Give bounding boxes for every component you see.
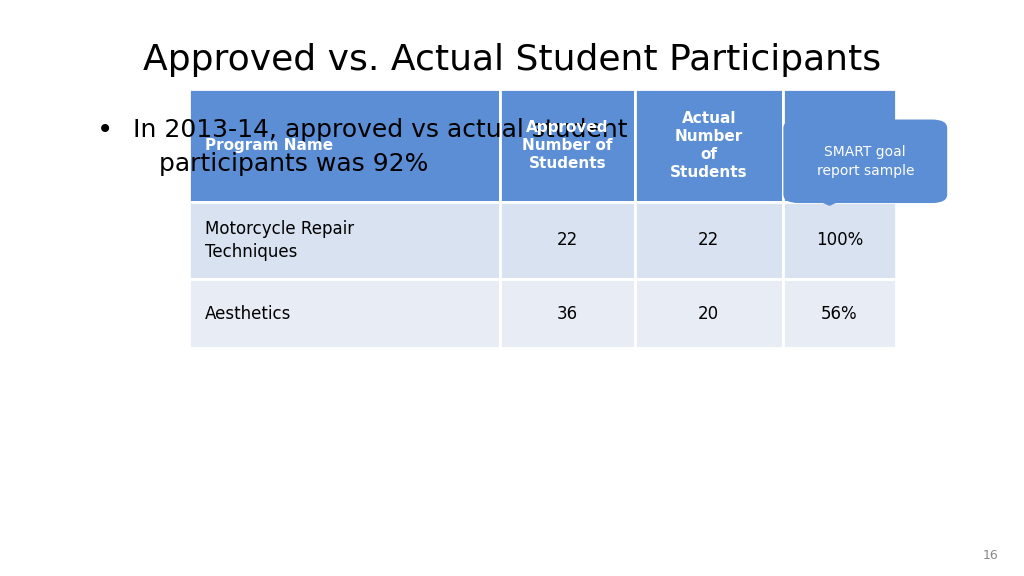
FancyBboxPatch shape	[783, 202, 896, 279]
Text: •: •	[97, 116, 114, 143]
FancyBboxPatch shape	[635, 202, 783, 279]
Text: Approved
Number of
Students: Approved Number of Students	[522, 120, 612, 171]
Text: participants was 92%: participants was 92%	[159, 152, 428, 176]
Text: 22: 22	[698, 232, 720, 249]
Text: 20: 20	[698, 305, 719, 323]
Text: Program Name: Program Name	[205, 138, 333, 153]
Text: Actual
Number
of
Students: Actual Number of Students	[670, 111, 748, 180]
Text: 56%: 56%	[821, 305, 858, 323]
FancyBboxPatch shape	[501, 89, 635, 202]
FancyBboxPatch shape	[189, 89, 501, 202]
FancyBboxPatch shape	[189, 202, 501, 279]
FancyBboxPatch shape	[783, 120, 947, 203]
FancyBboxPatch shape	[501, 279, 635, 348]
FancyBboxPatch shape	[783, 89, 896, 202]
Polygon shape	[804, 195, 855, 206]
Text: %: %	[831, 138, 847, 153]
Text: In 2013-14, approved vs actual student: In 2013-14, approved vs actual student	[133, 118, 628, 142]
FancyBboxPatch shape	[189, 279, 501, 348]
Text: 100%: 100%	[816, 232, 863, 249]
FancyBboxPatch shape	[635, 89, 783, 202]
FancyBboxPatch shape	[501, 202, 635, 279]
Text: Motorcycle Repair
Techniques: Motorcycle Repair Techniques	[205, 221, 354, 260]
Text: 16: 16	[983, 548, 998, 562]
Text: 22: 22	[557, 232, 579, 249]
Text: Aesthetics: Aesthetics	[205, 305, 291, 323]
Text: SMART goal
report sample: SMART goal report sample	[816, 145, 914, 178]
FancyBboxPatch shape	[783, 279, 896, 348]
FancyBboxPatch shape	[635, 279, 783, 348]
Text: Approved vs. Actual Student Participants: Approved vs. Actual Student Participants	[143, 43, 881, 78]
Text: 36: 36	[557, 305, 578, 323]
